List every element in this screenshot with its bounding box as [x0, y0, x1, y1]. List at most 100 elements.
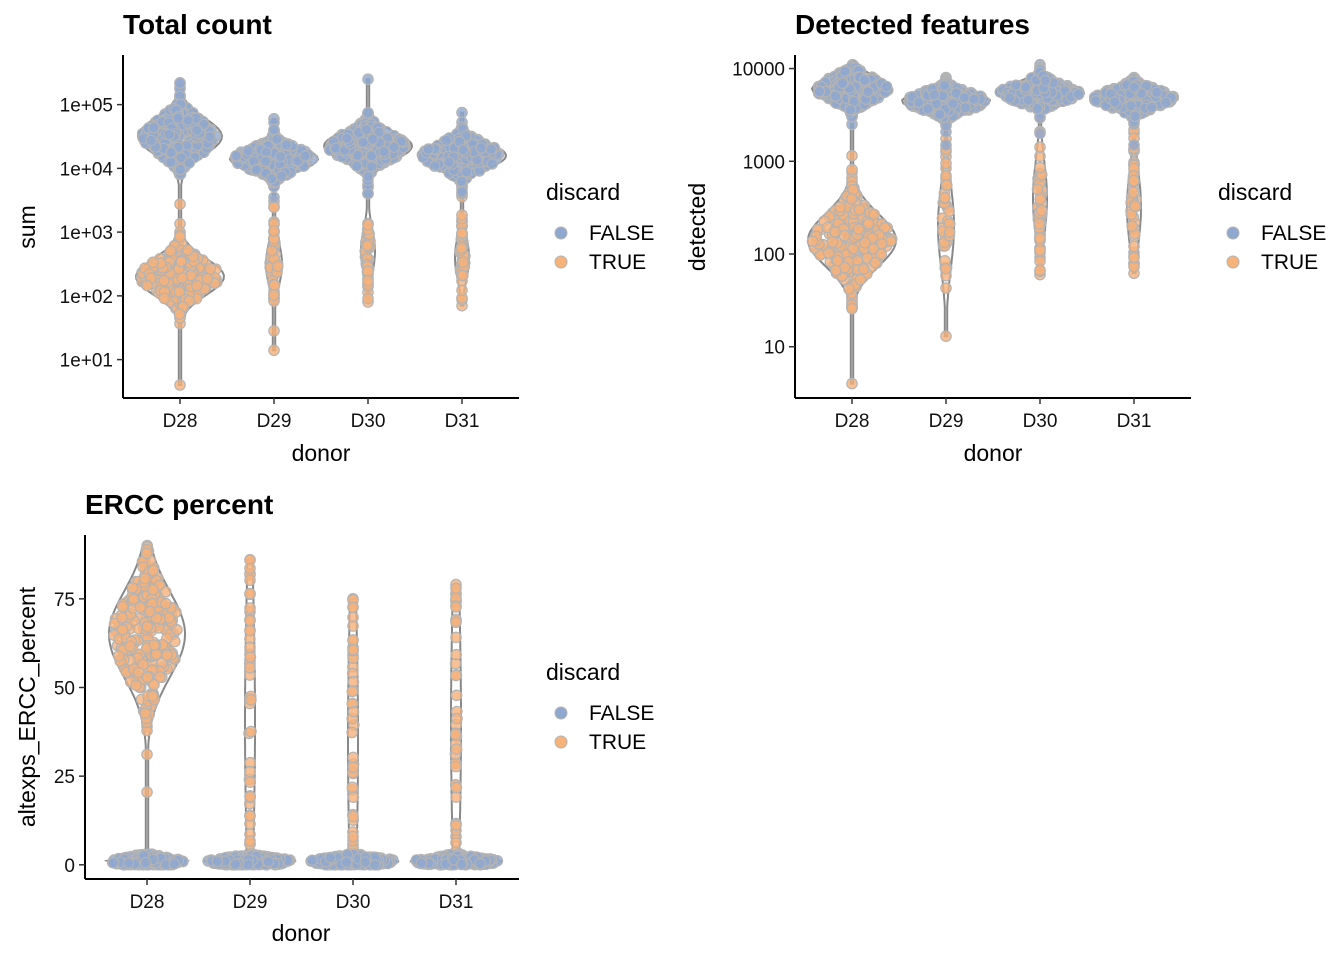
data-point — [107, 856, 120, 869]
points-true-d29 — [264, 195, 284, 357]
data-point — [112, 650, 125, 662]
data-point — [859, 236, 871, 249]
legend: discard FALSE TRUE — [1218, 179, 1326, 274]
data-point — [1128, 174, 1140, 187]
data-point — [347, 791, 360, 803]
data-point — [1145, 101, 1158, 113]
data-point — [450, 616, 462, 629]
panel-detected-features: Detected features 10 100 1000 10000 D28 D29 D3… — [684, 9, 1326, 466]
data-point — [826, 236, 839, 248]
data-point — [1034, 161, 1046, 174]
y-tick-label: 10000 — [732, 60, 785, 81]
data-point — [1010, 79, 1022, 92]
data-point — [145, 134, 157, 147]
legend-swatch-false — [554, 706, 568, 720]
data-point — [173, 308, 186, 320]
data-point — [341, 132, 353, 145]
data-point — [174, 77, 186, 89]
data-point — [854, 273, 867, 286]
data-point — [455, 858, 468, 871]
data-point — [244, 602, 256, 614]
data-point — [938, 79, 951, 92]
data-point — [347, 830, 359, 843]
axes: 1e+01 1e+02 1e+03 1e+04 1e+05 D28 D29 D30 D31 — [60, 55, 519, 432]
points-true-d28 — [135, 151, 223, 391]
data-point — [858, 74, 871, 86]
data-point — [1126, 220, 1138, 233]
y-axis-label: detected — [684, 183, 710, 271]
data-point — [366, 133, 379, 145]
data-point — [829, 90, 842, 102]
data-point — [922, 102, 934, 115]
legend-title: discard — [1218, 179, 1292, 205]
data-point — [1039, 74, 1052, 87]
data-point — [299, 150, 311, 162]
data-point — [456, 185, 468, 198]
points-true-d30 — [321, 592, 360, 871]
data-point — [880, 80, 893, 93]
data-point — [456, 269, 469, 282]
data-point — [141, 786, 153, 798]
data-point — [163, 128, 176, 141]
data-point — [457, 256, 469, 268]
legend-swatch-false — [554, 226, 568, 240]
plot-area — [103, 539, 504, 871]
data-point — [244, 776, 257, 788]
data-point — [182, 114, 194, 126]
data-point — [164, 244, 177, 257]
data-point — [940, 139, 952, 151]
data-point — [1003, 92, 1016, 104]
data-point — [450, 648, 462, 661]
data-point — [422, 143, 435, 155]
data-point — [211, 855, 224, 867]
data-point — [1089, 95, 1102, 107]
data-point — [1019, 81, 1032, 93]
data-point — [306, 854, 318, 867]
legend-title: discard — [546, 179, 620, 205]
legend-title: discard — [546, 659, 620, 685]
data-point — [940, 179, 953, 191]
data-point — [449, 728, 462, 741]
data-point — [116, 623, 129, 636]
points-true-d29 — [243, 553, 296, 871]
data-point — [362, 274, 374, 287]
data-point — [158, 292, 171, 305]
data-point — [191, 279, 203, 292]
data-point — [271, 133, 283, 145]
data-point — [853, 204, 866, 216]
data-point — [806, 235, 819, 247]
data-point — [1034, 244, 1046, 257]
data-point — [244, 614, 256, 627]
y-tick-label: 0 — [64, 856, 75, 877]
data-point — [450, 836, 462, 849]
data-point — [1031, 102, 1044, 115]
data-point — [1128, 139, 1140, 151]
data-point — [324, 851, 337, 864]
data-point — [271, 260, 284, 273]
legend-label-false: FALSE — [589, 702, 654, 725]
y-tick-label: 1e+05 — [60, 96, 113, 117]
points-true-d30 — [359, 187, 377, 308]
data-point — [124, 640, 136, 652]
data-point — [158, 274, 170, 287]
data-point — [415, 857, 428, 869]
y-tick-label: 25 — [54, 767, 75, 788]
data-point — [834, 201, 846, 213]
data-point — [174, 163, 187, 176]
data-point — [460, 166, 473, 178]
x-tick-label: D29 — [257, 411, 292, 432]
data-point — [844, 104, 857, 116]
data-point — [204, 131, 216, 143]
data-point — [1125, 99, 1137, 112]
data-point — [268, 225, 280, 237]
x-tick-label: D28 — [130, 892, 165, 913]
data-point — [147, 256, 159, 269]
data-point — [456, 284, 468, 297]
data-point — [846, 163, 858, 176]
data-point — [1151, 86, 1163, 99]
data-point — [946, 98, 959, 110]
data-point — [242, 858, 254, 871]
data-point — [268, 191, 280, 204]
data-point — [116, 600, 129, 613]
data-point — [857, 263, 870, 275]
